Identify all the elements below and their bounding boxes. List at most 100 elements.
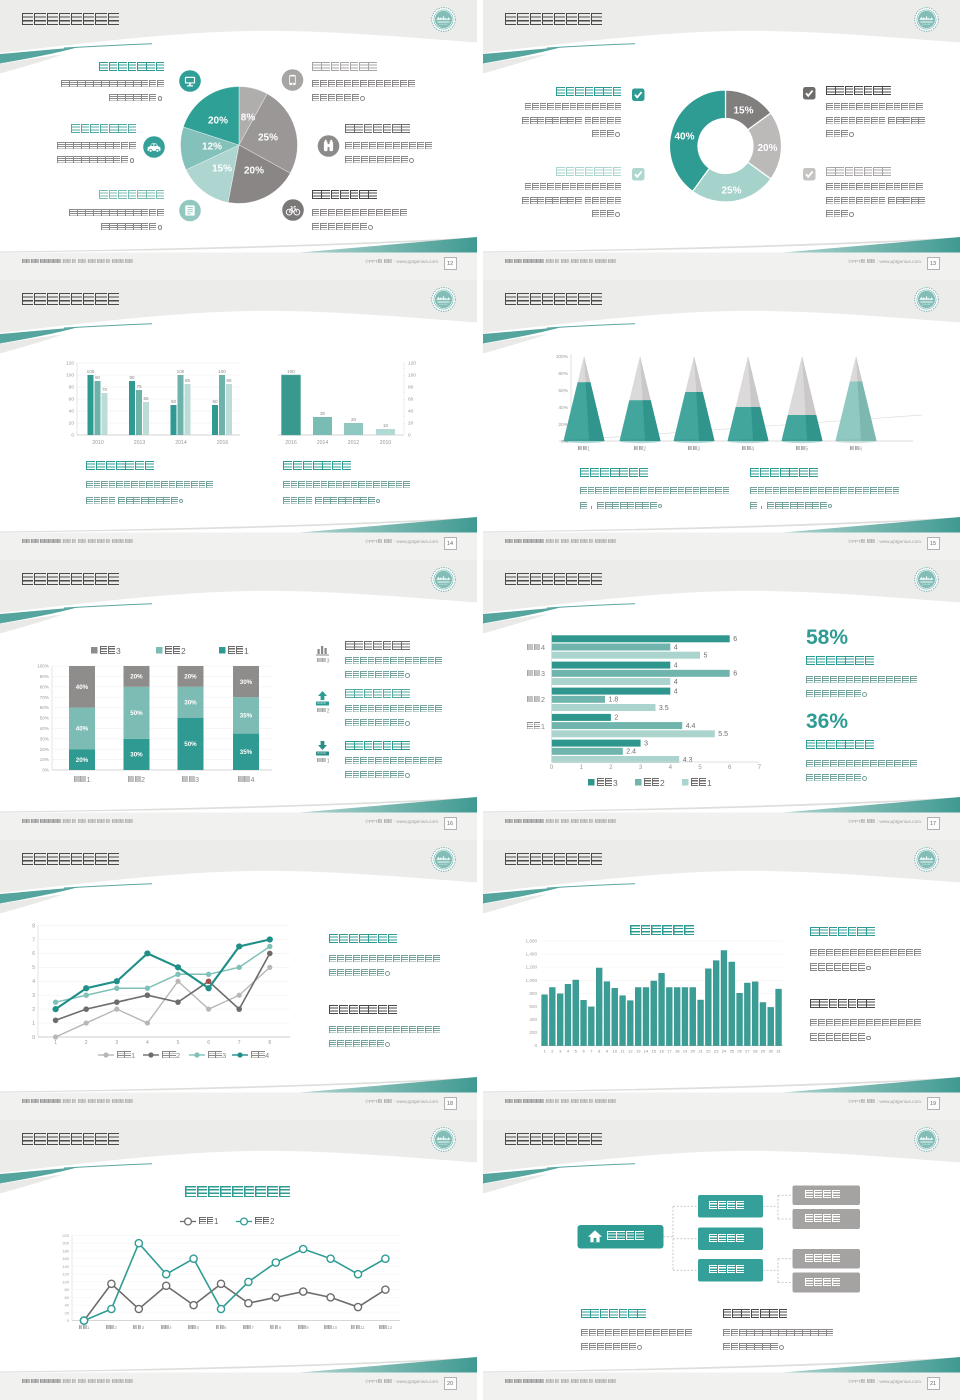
svg-text:3: 3 — [115, 1040, 118, 1046]
svg-text:80: 80 — [408, 385, 414, 391]
svg-text:2: 2 — [551, 1049, 554, 1054]
svg-text:27: 27 — [745, 1049, 750, 1054]
svg-text:1,000: 1,000 — [526, 978, 538, 983]
svg-text:2014: 2014 — [317, 440, 329, 446]
svg-text:80: 80 — [69, 385, 75, 391]
svg-text:3: 3 — [644, 740, 648, 747]
svg-text:50%: 50% — [184, 741, 197, 748]
svg-text:35%: 35% — [240, 713, 253, 720]
svg-text:100: 100 — [218, 369, 226, 374]
svg-text:5: 5 — [698, 764, 702, 771]
svg-text:2013: 2013 — [134, 440, 146, 446]
svg-text:0: 0 — [534, 1043, 537, 1048]
svg-text:23: 23 — [714, 1049, 719, 1054]
svg-text:0%: 0% — [561, 439, 569, 445]
svg-text:8%: 8% — [241, 113, 256, 124]
svg-text:90: 90 — [129, 375, 135, 380]
svg-text:40: 40 — [65, 1303, 70, 1308]
svg-text:40: 40 — [408, 409, 414, 415]
svg-text:4.4: 4.4 — [686, 723, 696, 730]
svg-text:2016: 2016 — [285, 440, 297, 446]
svg-text:30: 30 — [769, 1049, 774, 1054]
svg-text:1,200: 1,200 — [526, 965, 538, 970]
svg-text:80%: 80% — [40, 684, 49, 689]
svg-text:180: 180 — [62, 1248, 69, 1253]
svg-text:20%: 20% — [244, 166, 264, 177]
svg-text:16: 16 — [659, 1049, 664, 1054]
svg-text:400: 400 — [529, 1017, 537, 1022]
svg-text:20: 20 — [69, 421, 75, 427]
svg-text:50%: 50% — [40, 716, 49, 721]
svg-text:1: 1 — [579, 764, 583, 771]
svg-text:25%: 25% — [721, 186, 741, 197]
svg-text:12: 12 — [628, 1049, 633, 1054]
svg-text:3.5: 3.5 — [659, 705, 669, 712]
svg-text:4: 4 — [674, 662, 678, 669]
svg-text:90: 90 — [95, 375, 101, 380]
svg-text:30%: 30% — [240, 679, 253, 686]
svg-text:7: 7 — [590, 1049, 593, 1054]
svg-text:0%: 0% — [42, 768, 49, 773]
svg-text:40: 40 — [69, 409, 75, 415]
svg-text:2010: 2010 — [380, 440, 392, 446]
svg-text:2010: 2010 — [92, 440, 104, 446]
svg-text:50: 50 — [171, 399, 177, 404]
svg-text:2012: 2012 — [348, 440, 360, 446]
svg-text:85: 85 — [226, 378, 232, 383]
svg-text:2: 2 — [614, 715, 618, 722]
svg-text:60: 60 — [408, 397, 414, 403]
svg-text:1.8: 1.8 — [609, 697, 619, 704]
svg-text:20%: 20% — [40, 747, 49, 752]
svg-text:2.4: 2.4 — [626, 749, 636, 756]
svg-text:50%: 50% — [130, 710, 143, 717]
svg-text:30%: 30% — [130, 752, 143, 759]
svg-text:100: 100 — [87, 369, 95, 374]
svg-text:100: 100 — [177, 369, 185, 374]
svg-text:7: 7 — [238, 1040, 241, 1046]
svg-text:20: 20 — [691, 1049, 696, 1054]
svg-text:13: 13 — [636, 1049, 641, 1054]
svg-text:4: 4 — [674, 688, 678, 695]
svg-text:2: 2 — [32, 1007, 35, 1013]
svg-text:1,600: 1,600 — [526, 939, 538, 944]
svg-text:2: 2 — [85, 1040, 88, 1046]
svg-text:10%: 10% — [40, 757, 49, 762]
svg-text:30: 30 — [320, 411, 326, 416]
svg-text:20%: 20% — [208, 116, 228, 127]
svg-text:100%: 100% — [556, 354, 569, 360]
svg-text:3: 3 — [32, 993, 35, 999]
svg-text:28: 28 — [753, 1049, 758, 1054]
svg-text:70%: 70% — [40, 695, 49, 700]
svg-text:60%: 60% — [40, 705, 49, 710]
svg-text:200: 200 — [529, 1030, 537, 1035]
svg-text:20%: 20% — [558, 422, 568, 428]
svg-text:800: 800 — [529, 991, 537, 996]
svg-text:4: 4 — [567, 1049, 570, 1054]
svg-text:25%: 25% — [258, 133, 278, 144]
svg-text:26: 26 — [737, 1049, 742, 1054]
svg-text:20: 20 — [65, 1310, 70, 1315]
svg-text:10: 10 — [613, 1049, 618, 1054]
svg-text:20: 20 — [351, 417, 357, 422]
svg-text:5: 5 — [704, 653, 708, 660]
svg-text:6: 6 — [728, 764, 732, 771]
svg-text:1: 1 — [543, 1049, 546, 1054]
svg-text:2016: 2016 — [217, 440, 229, 446]
svg-text:220: 220 — [62, 1233, 69, 1238]
svg-text:8: 8 — [32, 923, 35, 929]
svg-text:4: 4 — [669, 764, 673, 771]
svg-text:5: 5 — [575, 1049, 578, 1054]
svg-text:60%: 60% — [558, 388, 568, 394]
svg-text:6: 6 — [582, 1049, 585, 1054]
svg-text:30%: 30% — [184, 700, 197, 707]
svg-text:0: 0 — [408, 433, 411, 439]
svg-text:100: 100 — [62, 1279, 69, 1284]
svg-text:6: 6 — [32, 951, 35, 957]
svg-text:160: 160 — [62, 1256, 69, 1261]
svg-text:4: 4 — [32, 979, 35, 985]
svg-text:31: 31 — [776, 1049, 781, 1054]
svg-text:75: 75 — [136, 384, 142, 389]
svg-text:5.5: 5.5 — [718, 731, 728, 738]
svg-text:2014: 2014 — [175, 440, 187, 446]
svg-text:100%: 100% — [37, 664, 49, 669]
